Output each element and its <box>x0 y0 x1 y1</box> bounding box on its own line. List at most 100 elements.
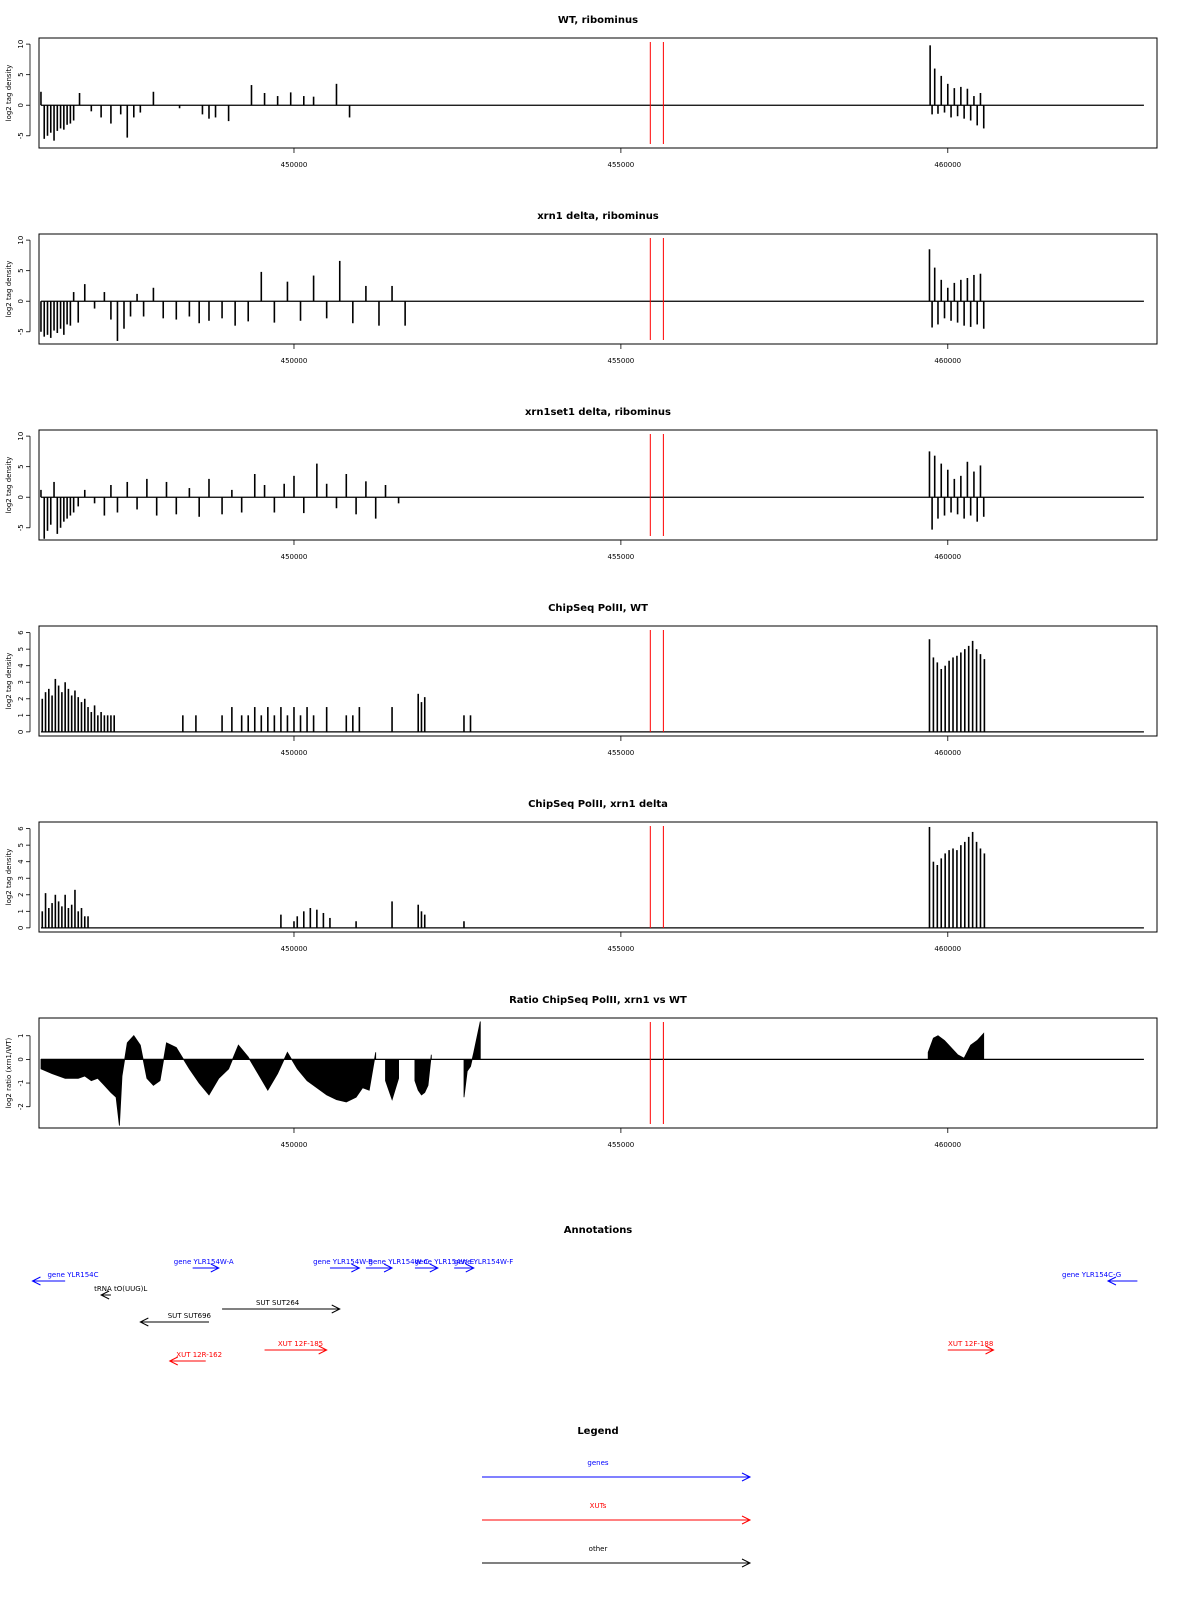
x-tick-label: 450000 <box>281 749 308 757</box>
legend-title: Legend <box>577 1426 618 1437</box>
legend-label: XUTs <box>590 1502 607 1510</box>
x-tick-label: 450000 <box>281 553 308 561</box>
y-tick-label: 6 <box>17 826 25 831</box>
y-tick-label: 0 <box>17 730 25 734</box>
annotation-label: gene YLR154W-A <box>174 1258 234 1266</box>
x-tick-label: 460000 <box>934 1141 961 1149</box>
legend-arrow-head <box>741 1472 752 1482</box>
ratio-area <box>40 1035 377 1126</box>
x-tick-label: 455000 <box>608 945 635 953</box>
panel-title: Ratio ChipSeq PolII, xrn1 vs WT <box>509 995 687 1006</box>
plot-frame <box>38 233 1158 345</box>
panel-title: ChipSeq PolII, xrn1 delta <box>528 799 668 810</box>
annotation-arrow-head <box>31 1276 41 1286</box>
ratio-area <box>385 1059 399 1101</box>
y-tick-label: 2 <box>17 893 25 897</box>
plot-frame <box>38 625 1158 737</box>
y-tick-label: -2 <box>17 1103 25 1110</box>
x-tick-label: 450000 <box>281 357 308 365</box>
plot-frame <box>38 1017 1158 1129</box>
y-tick-label: 5 <box>17 268 25 272</box>
y-tick-label: 1 <box>17 909 25 913</box>
y-tick-label: -5 <box>17 328 25 335</box>
y-tick-label: -5 <box>17 132 25 139</box>
annotation-label: gene YLR154W-E <box>414 1258 474 1266</box>
annotation-arrow-head <box>139 1317 149 1327</box>
x-tick-label: 455000 <box>608 553 635 561</box>
annotation-label: gene YLR154W-F <box>454 1258 513 1266</box>
y-tick-label: 0 <box>17 299 25 303</box>
annotation-label: XUT 12F-185 <box>278 1340 323 1348</box>
y-tick-label: 5 <box>17 647 25 651</box>
plot-frame <box>38 821 1158 933</box>
annotation-label: SUT SUT696 <box>168 1312 212 1320</box>
y-tick-label: 10 <box>17 236 25 245</box>
legend-arrow-head <box>741 1515 752 1525</box>
y-tick-label: 4 <box>17 859 25 864</box>
x-tick-label: 450000 <box>281 945 308 953</box>
annotation-arrow-head <box>351 1263 361 1273</box>
y-tick-label: 6 <box>17 630 25 635</box>
legend-arrow-head <box>741 1558 752 1568</box>
y-tick-label: 0 <box>17 1057 25 1061</box>
y-tick-label: 3 <box>17 876 25 880</box>
y-tick-label: -1 <box>17 1080 25 1087</box>
annotation-label: gene YLR154W-B <box>313 1258 373 1266</box>
x-tick-label: 460000 <box>934 553 961 561</box>
panel-title: ChipSeq PolII, WT <box>548 603 648 614</box>
panel-title: WT, ribominus <box>558 15 638 26</box>
panel-title: xrn1set1 delta, ribominus <box>525 407 671 418</box>
annotation-arrow-head <box>383 1263 394 1273</box>
panel-title: xrn1 delta, ribominus <box>537 211 659 222</box>
legend-label: genes <box>587 1459 608 1467</box>
annotation-label: SUT SUT264 <box>256 1299 300 1307</box>
annotation-arrow-head <box>99 1290 110 1300</box>
ratio-area <box>927 1032 985 1060</box>
plot-frame <box>38 429 1158 541</box>
annotation-arrow-head <box>331 1304 341 1314</box>
y-tick-label: 0 <box>17 495 25 499</box>
ratio-area <box>414 1054 432 1096</box>
x-tick-label: 455000 <box>608 161 635 169</box>
annotations-title: Annotations <box>564 1225 633 1236</box>
y-tick-label: -5 <box>17 524 25 531</box>
x-tick-label: 455000 <box>608 357 635 365</box>
y-tick-label: 3 <box>17 680 25 684</box>
y-axis-label: log2 ratio (xrn1/WT) <box>5 1037 13 1108</box>
y-axis-label: log2 tag density <box>5 653 13 710</box>
y-axis-label: log2 tag density <box>5 65 13 122</box>
y-tick-label: 2 <box>17 697 25 701</box>
y-tick-label: 10 <box>17 432 25 441</box>
y-tick-label: 5 <box>17 72 25 76</box>
annotation-arrow-head <box>168 1356 178 1366</box>
annotation-arrow-head <box>465 1263 475 1273</box>
x-tick-label: 460000 <box>934 161 961 169</box>
annotation-label: XUT 12F-188 <box>948 1340 993 1348</box>
annotation-label: tRNA tO(UUG)L <box>94 1285 147 1293</box>
x-tick-label: 450000 <box>281 1141 308 1149</box>
x-tick-label: 450000 <box>281 161 308 169</box>
x-tick-label: 455000 <box>608 749 635 757</box>
x-tick-label: 460000 <box>934 945 961 953</box>
y-tick-label: 1 <box>17 713 25 717</box>
x-tick-label: 460000 <box>934 749 961 757</box>
annotation-arrow-head <box>429 1263 439 1273</box>
y-tick-label: 0 <box>17 926 25 930</box>
annotation-label: gene YLR154C-G <box>1062 1271 1121 1279</box>
y-axis-label: log2 tag density <box>5 849 13 906</box>
y-axis-label: log2 tag density <box>5 457 13 514</box>
annotation-arrow-head <box>1106 1276 1117 1286</box>
y-tick-label: 1 <box>17 1034 25 1038</box>
legend-label: other <box>589 1545 608 1553</box>
x-tick-label: 460000 <box>934 357 961 365</box>
annotation-arrow-head <box>985 1345 995 1355</box>
y-tick-label: 5 <box>17 843 25 847</box>
annotation-label: gene YLR154W-C <box>369 1258 429 1266</box>
annotation-label: XUT 12R-162 <box>176 1351 222 1359</box>
y-tick-label: 0 <box>17 103 25 107</box>
annotation-arrow-head <box>318 1345 328 1355</box>
y-tick-label: 5 <box>17 464 25 468</box>
annotation-label: gene YLR154C <box>47 1271 98 1279</box>
plot-frame <box>38 37 1158 149</box>
